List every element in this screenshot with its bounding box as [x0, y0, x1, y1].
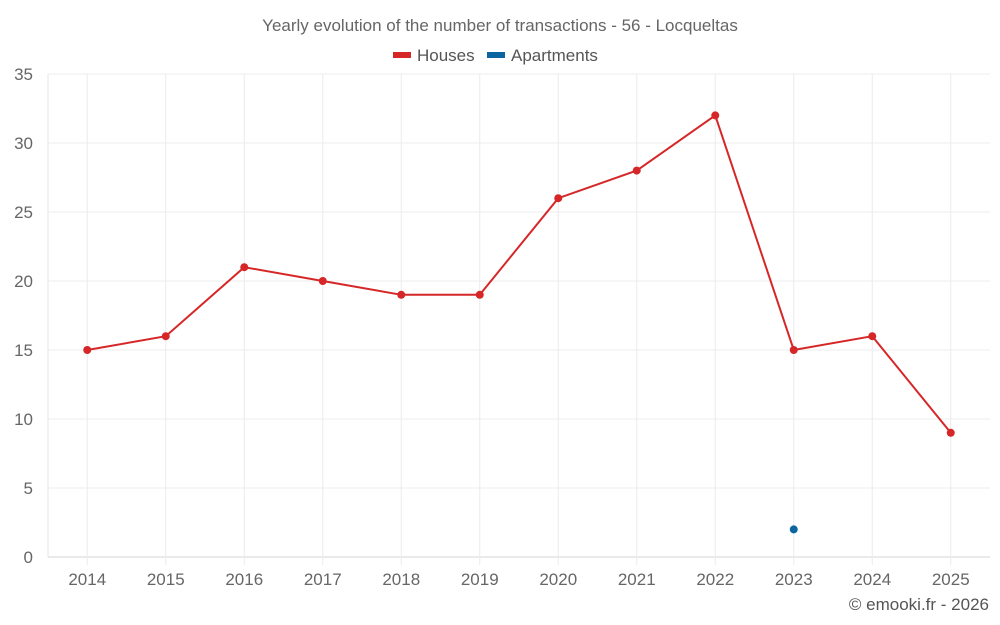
legend-item-apartments[interactable]: Apartments	[511, 46, 598, 65]
y-tick-label: 25	[14, 203, 33, 222]
y-tick-label: 0	[24, 548, 33, 567]
legend-item-houses[interactable]: Houses	[417, 46, 475, 65]
legend-swatch-houses	[393, 52, 411, 58]
y-axis: 0 5 10 15 20 25 30 35	[14, 65, 33, 567]
x-tick-label: 2018	[382, 570, 420, 589]
x-tick-label: 2014	[68, 570, 106, 589]
x-tick-label: 2015	[147, 570, 185, 589]
x-tick-label: 2020	[539, 570, 577, 589]
x-tick-label: 2021	[618, 570, 656, 589]
data-point-houses[interactable]	[161, 332, 170, 341]
x-tick-label: 2023	[775, 570, 813, 589]
chart-title: Yearly evolution of the number of transa…	[262, 16, 738, 35]
data-point-houses[interactable]	[83, 346, 92, 354]
data-point-houses[interactable]	[868, 332, 877, 341]
data-point-houses[interactable]	[318, 277, 327, 285]
data-point-houses[interactable]	[789, 346, 798, 354]
y-tick-label: 20	[14, 272, 33, 291]
legend-swatch-apartments	[487, 52, 505, 58]
y-tick-label: 30	[14, 134, 33, 153]
x-tick-label: 2024	[853, 570, 891, 589]
data-point-houses[interactable]	[397, 290, 406, 299]
data-point-houses[interactable]	[632, 166, 641, 175]
x-tick-label: 2017	[304, 570, 342, 589]
y-tick-label: 10	[14, 410, 33, 429]
y-tick-label: 5	[24, 479, 33, 498]
data-point-houses[interactable]	[946, 428, 955, 437]
data-point-apartments[interactable]	[789, 525, 798, 534]
x-tick-label: 2022	[696, 570, 734, 589]
series-layer	[83, 111, 955, 534]
legend: Houses Apartments	[393, 46, 598, 65]
x-tick-label: 2025	[932, 570, 970, 589]
data-point-houses[interactable]	[711, 111, 720, 120]
data-point-houses[interactable]	[240, 263, 249, 272]
grid	[47, 73, 990, 565]
x-tick-label: 2016	[225, 570, 263, 589]
y-tick-label: 15	[14, 341, 33, 360]
y-tick-label: 35	[14, 65, 33, 84]
x-tick-label: 2019	[461, 570, 499, 589]
data-point-houses[interactable]	[554, 194, 563, 203]
data-point-houses[interactable]	[475, 290, 484, 299]
series-line-houses	[87, 113, 952, 434]
credit: © emooki.fr - 2026	[849, 595, 989, 614]
x-axis: 2014 2015 2016 2017 2018 2019 2020 2021 2022 2023…	[68, 570, 969, 589]
